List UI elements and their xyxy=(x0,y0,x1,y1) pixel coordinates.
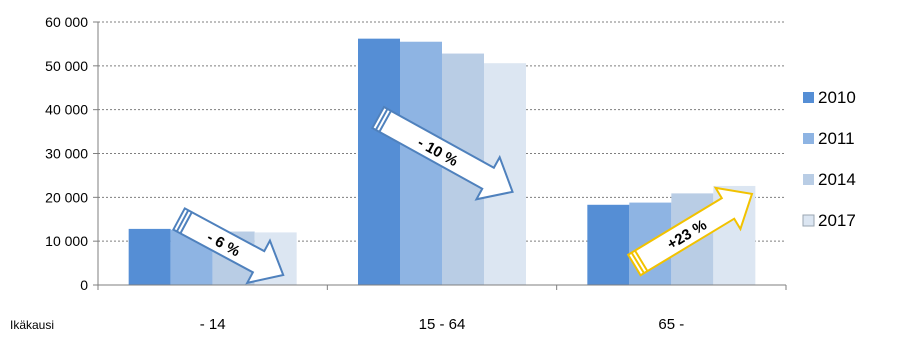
arrow-shape xyxy=(172,207,285,285)
bar-2010 xyxy=(358,38,400,286)
legend: 2010 2011 2014 2017 xyxy=(802,88,856,230)
y-tick-label: 40 000 xyxy=(45,102,88,118)
bar-2010 xyxy=(587,204,630,285)
y-tick-label: 20 000 xyxy=(45,189,88,205)
y-tick-label: 60 000 xyxy=(45,14,88,30)
bar-2010 xyxy=(128,228,171,285)
x-axis-label: Ikäkausi xyxy=(10,318,54,332)
x-tick-label: 15 - 64 xyxy=(419,316,466,333)
change-arrows: - 6 %- 10 %+23 % xyxy=(172,105,754,285)
legend-label: 2017 xyxy=(818,211,856,230)
y-tick-label: 0 xyxy=(80,277,88,293)
arrow-tail-stripe xyxy=(378,110,392,133)
y-tick-label: 30 000 xyxy=(45,146,88,162)
legend-swatch xyxy=(803,92,814,103)
y-tick-label: 50 000 xyxy=(45,58,88,74)
arrow-tail-stripe xyxy=(634,250,649,272)
x-tick-label: - 14 xyxy=(200,316,226,333)
arrow-shape xyxy=(626,186,754,277)
legend-swatch xyxy=(802,214,815,227)
arrow-tail-stripe xyxy=(630,252,645,274)
legend-swatch xyxy=(803,174,814,185)
legend-swatch xyxy=(803,133,814,144)
arrow-tail-stripe xyxy=(179,211,193,234)
x-tick-label: 65 - xyxy=(658,316,684,333)
arrow-shape xyxy=(370,105,514,201)
y-axis-ticks: 0 10 000 20 000 30 000 40 000 50 000 60 000 xyxy=(45,14,98,293)
legend-label: 2014 xyxy=(818,170,856,189)
arrow-tail-stripe xyxy=(374,108,389,131)
y-tick-label: 10 000 xyxy=(45,233,88,249)
x-axis-ticks: - 14 15 - 64 65 - xyxy=(200,316,685,333)
legend-label: 2011 xyxy=(818,129,855,148)
legend-label: 2010 xyxy=(818,88,856,107)
axes xyxy=(97,22,787,290)
arrow-tail-stripe xyxy=(176,209,190,232)
